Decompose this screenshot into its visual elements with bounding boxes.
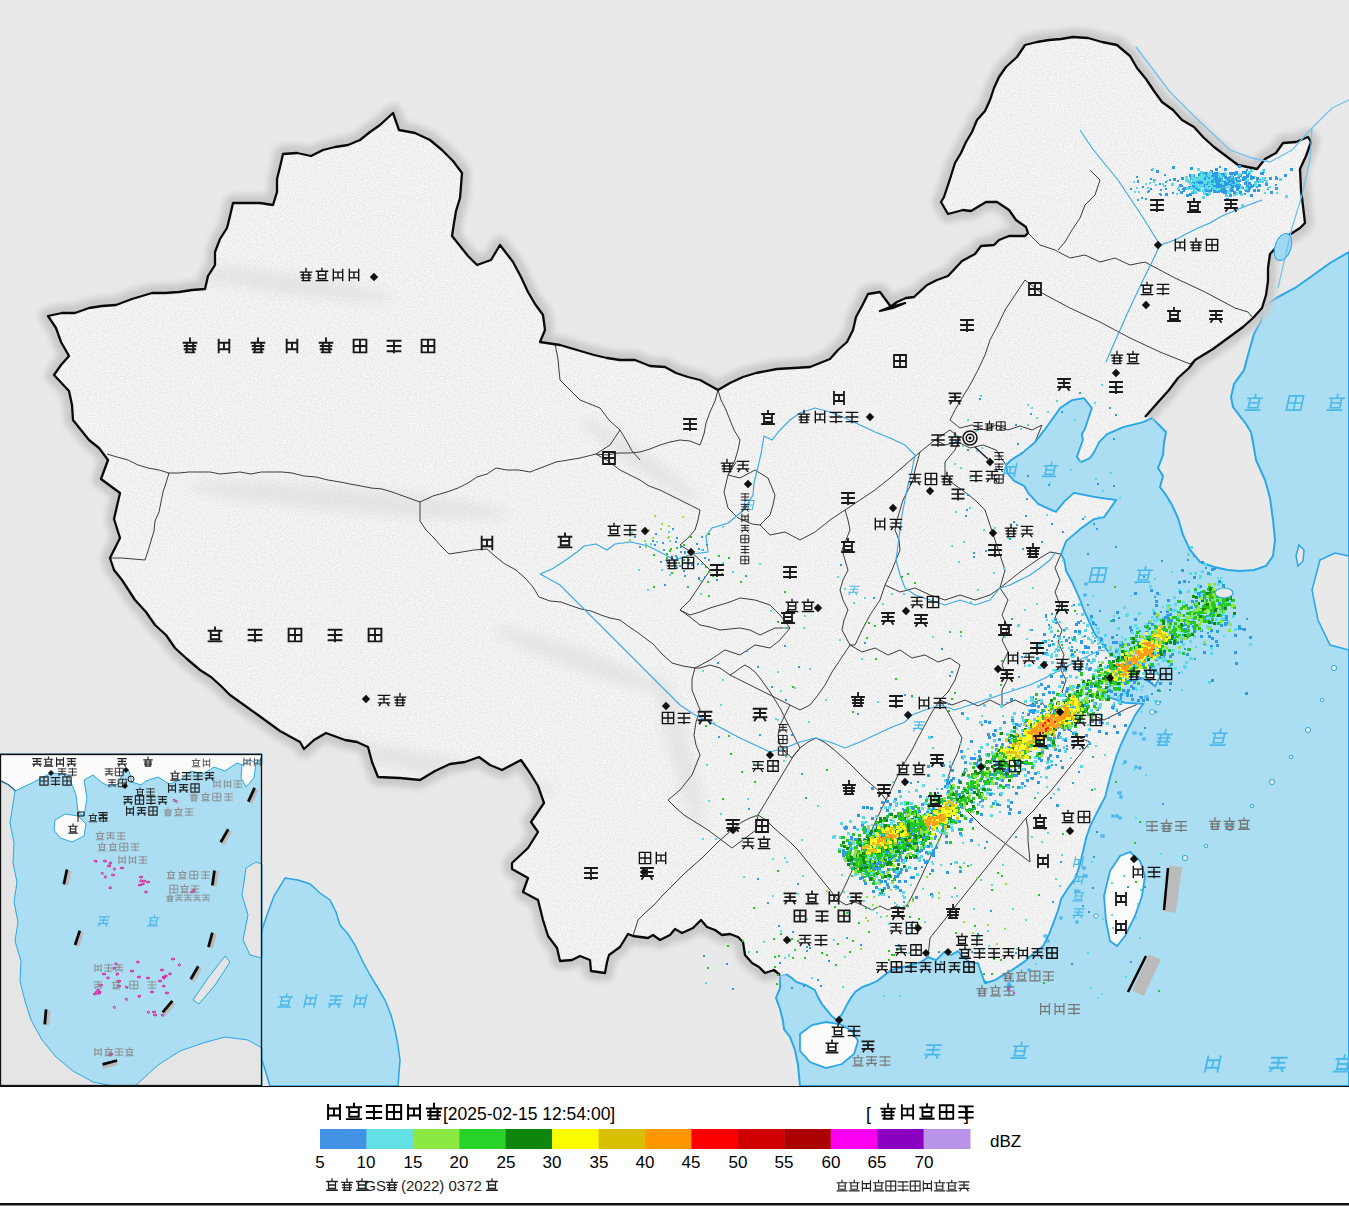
svg-text:[: [ bbox=[866, 1104, 871, 1124]
svg-text:(2022) 0372: (2022) 0372 bbox=[401, 1177, 482, 1194]
svg-text:10: 10 bbox=[357, 1153, 376, 1172]
svg-text:70: 70 bbox=[915, 1153, 934, 1172]
svg-text:45: 45 bbox=[682, 1153, 701, 1172]
svg-text:[2025-02-15 12:54:00]: [2025-02-15 12:54:00] bbox=[443, 1104, 615, 1124]
svg-text:]: ] bbox=[964, 1104, 969, 1124]
svg-text:35: 35 bbox=[590, 1153, 609, 1172]
svg-text:55: 55 bbox=[775, 1153, 794, 1172]
svg-text:20: 20 bbox=[450, 1153, 469, 1172]
svg-text:15: 15 bbox=[404, 1153, 423, 1172]
svg-text:65: 65 bbox=[868, 1153, 887, 1172]
svg-text:40: 40 bbox=[636, 1153, 655, 1172]
svg-text:dBZ: dBZ bbox=[990, 1132, 1021, 1151]
svg-text:5: 5 bbox=[315, 1153, 324, 1172]
svg-text:60: 60 bbox=[822, 1153, 841, 1172]
svg-text:50: 50 bbox=[729, 1153, 748, 1172]
svg-text:25: 25 bbox=[497, 1153, 516, 1172]
svg-text:30: 30 bbox=[543, 1153, 562, 1172]
svg-text:: GS: : GS bbox=[356, 1177, 386, 1194]
